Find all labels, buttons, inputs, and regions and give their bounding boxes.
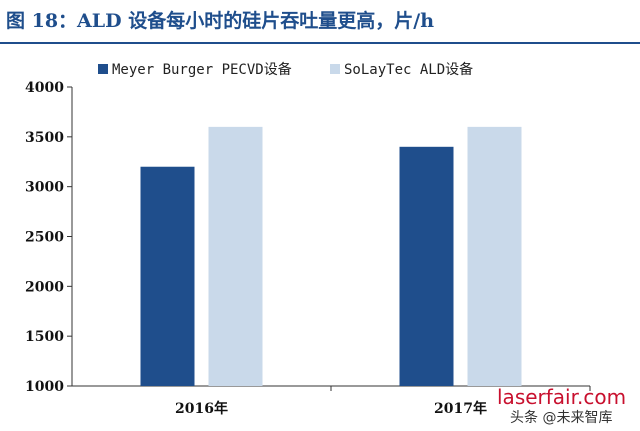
bar-series2: [467, 126, 522, 386]
legend-swatch: [98, 64, 108, 74]
bar-series1: [399, 146, 454, 386]
bar-series1: [140, 166, 195, 386]
y-tick-label: 1500: [25, 329, 64, 345]
y-tick-label: 2500: [25, 230, 64, 246]
bar-series2: [208, 126, 263, 386]
legend-label: Meyer Burger PECVD设备: [112, 61, 292, 78]
watermark-site: laserfair.com: [497, 385, 626, 409]
chart-title: 图 18：ALD 设备每小时的硅片吞吐量更高，片/h: [6, 10, 435, 32]
y-tick-label: 4000: [25, 80, 64, 96]
y-tick-label: 3000: [25, 180, 64, 196]
x-tick-label: 2016年: [175, 400, 228, 417]
title-bar: 图 18：ALD 设备每小时的硅片吞吐量更高，片/h: [0, 0, 640, 44]
x-tick-label: 2017年: [434, 400, 487, 417]
y-tick-label: 2000: [25, 279, 64, 295]
y-tick-label: 1000: [25, 379, 64, 395]
legend-swatch: [330, 64, 340, 74]
legend-label: SoLayTec ALD设备: [344, 61, 473, 78]
y-tick-label: 3500: [25, 130, 64, 146]
watermark-source: 头条 @未来智库: [510, 409, 612, 426]
